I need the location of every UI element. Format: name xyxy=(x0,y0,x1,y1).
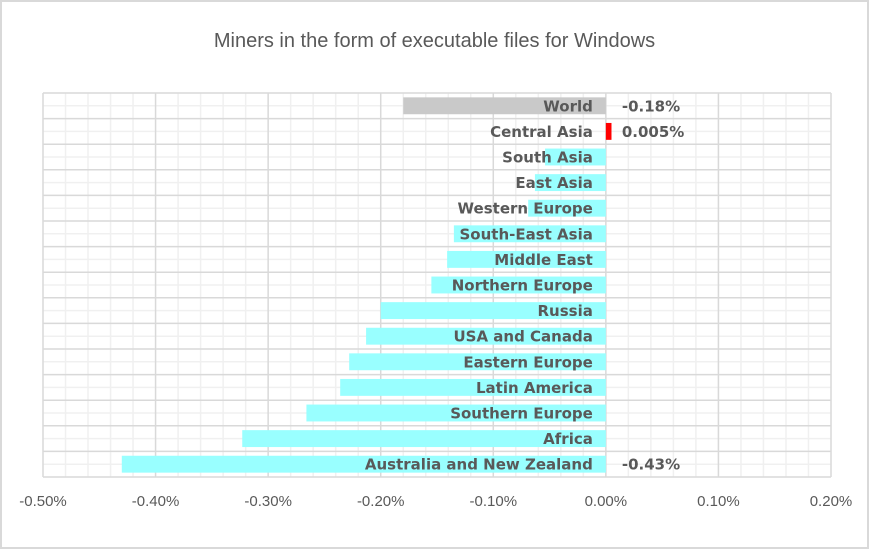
x-tick-label: -0.30% xyxy=(244,493,292,510)
bar xyxy=(528,199,606,217)
bar xyxy=(431,276,606,294)
data-label: -0.43% xyxy=(622,456,680,474)
bar xyxy=(453,225,606,243)
category-label: World xyxy=(543,97,593,115)
category-label: Middle East xyxy=(494,251,593,269)
x-tick-label: 0.10% xyxy=(697,493,740,510)
bar xyxy=(366,327,606,345)
bar xyxy=(306,404,606,422)
x-tick-label: 0.00% xyxy=(585,493,628,510)
bar xyxy=(534,174,606,192)
x-tick-label: -0.10% xyxy=(470,493,518,510)
category-label: Southern Europe xyxy=(450,405,593,423)
category-label: Latin America xyxy=(476,379,593,397)
bar xyxy=(447,250,606,268)
bar xyxy=(605,122,612,140)
category-label: Russia xyxy=(537,302,592,320)
bar xyxy=(349,353,606,371)
category-label: Western Europe xyxy=(458,200,593,218)
value-labels: -0.18% 0.005% -0.43% xyxy=(622,97,684,473)
category-label: South-East Asia xyxy=(459,225,592,243)
x-axis-ticks: -0.50% -0.40% -0.30% -0.20% -0.10% 0.00% 0.10%… xyxy=(19,493,852,510)
bar xyxy=(340,378,606,396)
category-label: Central Asia xyxy=(490,123,593,141)
data-label: 0.005% xyxy=(622,123,684,141)
category-labels: World Central Asia South Asia East Asia West… xyxy=(365,97,593,473)
chart-title: Miners in the form of executable files f… xyxy=(213,30,656,52)
category-label: Australia and New Zealand xyxy=(365,456,593,474)
data-label: -0.18% xyxy=(622,97,680,115)
x-tick-label: -0.20% xyxy=(357,493,405,510)
x-tick-label: -0.50% xyxy=(19,493,67,510)
category-label: South Asia xyxy=(502,149,593,167)
bars xyxy=(121,97,612,473)
bar xyxy=(380,302,606,320)
category-label: Africa xyxy=(543,430,593,448)
bar xyxy=(403,97,606,115)
category-label: USA and Canada xyxy=(453,328,592,346)
x-tick-label: 0.20% xyxy=(810,493,853,510)
category-label: East Asia xyxy=(515,174,593,192)
bar xyxy=(121,455,606,473)
bar xyxy=(242,430,606,448)
x-tick-label: -0.40% xyxy=(132,493,180,510)
category-label: Eastern Europe xyxy=(463,353,592,371)
category-label: Northern Europe xyxy=(452,277,593,295)
bar xyxy=(545,148,606,166)
